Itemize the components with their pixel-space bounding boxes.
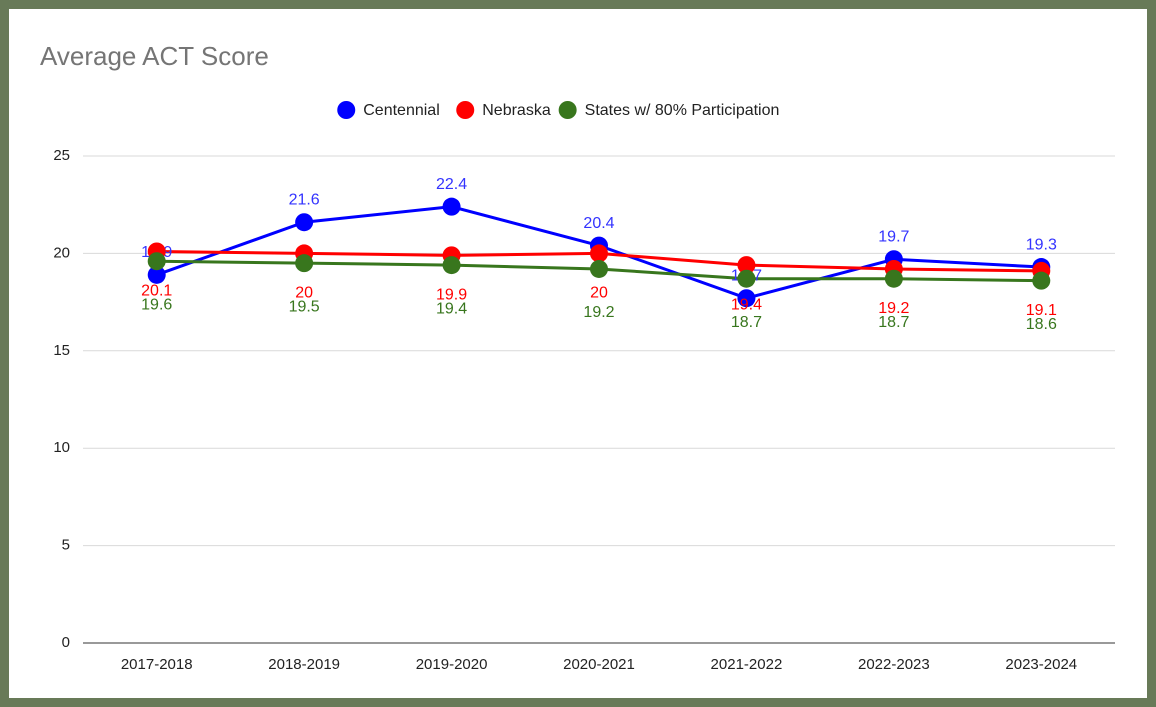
data-point [884,269,903,288]
x-tick-label: 2018-2019 [268,656,340,673]
legend-swatch [558,101,577,119]
data-label: 19.6 [141,296,172,313]
chart-title: Average ACT Score [40,41,269,71]
data-point [147,265,166,284]
data-label: 20.1 [141,283,172,300]
data-point [295,213,314,232]
legend-swatch [456,101,475,119]
data-label: 20 [295,285,313,302]
x-tick-label: 2022-2023 [858,656,930,673]
data-point [295,254,314,273]
legend-label: Nebraska [482,102,551,119]
data-label: 20 [590,285,608,302]
data-point [442,197,461,216]
data-point [590,259,608,278]
x-tick-label: 2017-2018 [121,656,193,673]
data-label: 19.4 [436,300,467,317]
legend-swatch [337,101,356,119]
data-label: 19.3 [1026,236,1057,253]
data-label: 18.7 [731,314,762,331]
x-tick-label: 2019-2020 [416,656,488,673]
chart-background [9,9,1147,698]
y-tick-label: 5 [62,537,70,554]
data-label: 18.6 [1026,316,1057,333]
legend-label: Centennial [363,102,440,119]
data-point [590,244,608,263]
y-tick-label: 10 [53,439,70,456]
data-point [442,256,461,275]
data-point [1032,271,1051,290]
y-tick-label: 15 [53,342,70,359]
data-point [737,289,756,308]
data-label: 19.9 [436,287,467,304]
data-label: 21.6 [289,191,320,208]
x-tick-label: 2020-2021 [563,656,635,673]
data-label: 19.7 [878,228,909,245]
data-point [737,269,756,288]
y-tick-label: 20 [53,244,70,261]
data-point [737,256,756,275]
data-label: 18.7 [878,314,909,331]
data-label: 20.4 [583,215,614,232]
data-label: 19.2 [583,304,614,321]
x-tick-label: 2021-2022 [711,656,783,673]
y-tick-label: 25 [53,147,70,164]
x-tick-label: 2023-2024 [1005,656,1077,673]
data-label: 22.4 [436,176,467,193]
legend-label: States w/ 80% Participation [585,102,780,119]
data-label: 19.1 [1026,302,1057,319]
y-tick-label: 0 [62,634,70,651]
data-point [147,252,166,271]
data-label: 19.4 [731,296,762,313]
data-label: 19.2 [878,300,909,317]
data-label: 19.5 [289,298,320,315]
